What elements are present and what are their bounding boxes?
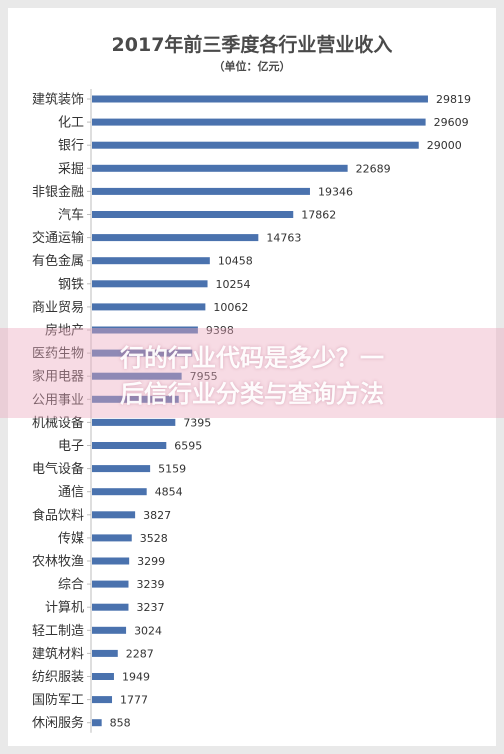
category-label: 家用电器	[32, 369, 84, 385]
data-label: 10254	[216, 278, 251, 291]
bar	[92, 118, 426, 126]
data-label: 29819	[436, 93, 471, 106]
data-label: 17862	[301, 209, 336, 222]
category-label: 国防军工	[32, 692, 84, 708]
data-label: 22689	[356, 162, 391, 175]
bar	[92, 673, 114, 680]
category-label: 电子	[58, 439, 84, 454]
bar	[92, 372, 182, 380]
data-label: 3024	[134, 624, 162, 637]
data-label: 1949	[122, 671, 150, 684]
category-label: 商业贸易	[32, 300, 84, 315]
data-label: 7395	[183, 416, 211, 429]
data-label: 4854	[155, 486, 183, 499]
data-label: 19346	[318, 185, 353, 198]
bar-chart: 建筑装饰 29819 化工 29609 银行 29000 采掘 22689 非银金融 19346 汽…	[32, 89, 471, 733]
category-label: 汽车	[58, 207, 84, 223]
bar	[92, 649, 118, 657]
data-label: 1777	[120, 694, 148, 707]
data-label: 3299	[137, 555, 165, 568]
data-label: 5159	[158, 463, 186, 476]
chart-subtitle: （单位：亿元）	[213, 60, 291, 73]
data-label: 10458	[218, 255, 253, 268]
category-label: 医药生物	[32, 347, 84, 362]
bar	[92, 164, 348, 172]
data-label: 7955	[190, 370, 218, 383]
category-label: 农林牧渔	[32, 555, 84, 570]
category-label: 采掘	[58, 162, 84, 177]
category-label: 机械设备	[32, 415, 84, 431]
bar	[92, 603, 129, 611]
category-label: 化工	[58, 116, 84, 131]
category-label: 房地产	[45, 323, 84, 339]
bar	[92, 534, 132, 542]
bar	[92, 626, 127, 634]
bar	[92, 465, 151, 473]
bar	[92, 234, 259, 242]
category-label: 银行	[58, 139, 84, 154]
data-label: 29000	[427, 139, 462, 152]
category-label: 电气设备	[32, 461, 84, 477]
category-label: 有色金属	[32, 253, 84, 269]
bar	[92, 211, 294, 218]
bar	[92, 257, 210, 265]
category-label: 传媒	[58, 531, 84, 546]
bar	[92, 580, 129, 588]
data-label: 3239	[136, 578, 164, 591]
bar	[92, 141, 419, 149]
chart-title: 2017年前三季度各行业营业收入	[111, 34, 393, 56]
category-label: 非银金融	[32, 184, 84, 200]
bar	[92, 719, 102, 727]
data-label: 14763	[266, 232, 301, 245]
data-label: 6595	[174, 440, 202, 453]
bar	[92, 557, 130, 565]
data-label: 29609	[434, 116, 469, 129]
data-label: 858	[110, 717, 131, 730]
data-label: 2287	[126, 647, 154, 660]
data-label: 3528	[140, 532, 168, 545]
bar	[92, 395, 179, 403]
category-label: 钢铁	[58, 277, 84, 292]
category-label: 休闲服务	[32, 715, 84, 731]
data-label: 3237	[136, 601, 164, 614]
category-label: 建筑装饰	[32, 92, 84, 108]
bar	[92, 418, 176, 426]
bar	[92, 488, 147, 496]
category-label: 交通运输	[32, 230, 84, 246]
bar	[92, 95, 428, 103]
data-label: 10062	[213, 301, 248, 314]
category-label: 综合	[58, 578, 84, 593]
category-label: 纺织服装	[32, 670, 84, 685]
data-label: 9398	[206, 324, 234, 337]
data-label: 3827	[143, 509, 171, 522]
bar	[92, 349, 193, 357]
bar	[92, 511, 136, 519]
bar	[92, 303, 206, 311]
bar	[92, 442, 167, 449]
category-label: 公用事业	[32, 393, 84, 408]
category-label: 建筑材料	[32, 646, 84, 662]
bar	[92, 280, 208, 288]
bar	[92, 696, 113, 704]
bar	[92, 187, 310, 195]
bar	[92, 326, 198, 334]
category-label: 轻工制造	[32, 624, 84, 639]
chart-card: 2017年前三季度各行业营业收入 （单位：亿元） 建筑装饰 29819 化工 2960…	[8, 8, 496, 746]
category-label: 食品饮料	[32, 507, 84, 523]
category-label: 计算机	[45, 601, 84, 616]
category-label: 通信	[58, 485, 84, 500]
